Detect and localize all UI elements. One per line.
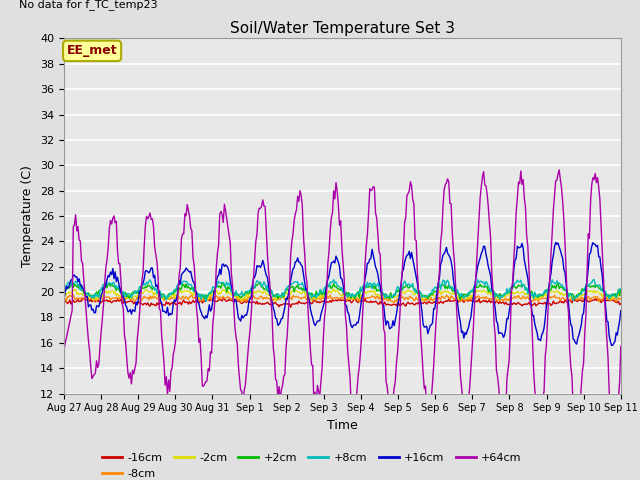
X-axis label: Time: Time (327, 419, 358, 432)
Y-axis label: Temperature (C): Temperature (C) (22, 165, 35, 267)
Text: EE_met: EE_met (67, 44, 117, 58)
Legend: +64cm: +64cm (97, 477, 172, 480)
Text: No data for f_TC_temp23: No data for f_TC_temp23 (19, 0, 158, 10)
Title: Soil/Water Temperature Set 3: Soil/Water Temperature Set 3 (230, 21, 455, 36)
